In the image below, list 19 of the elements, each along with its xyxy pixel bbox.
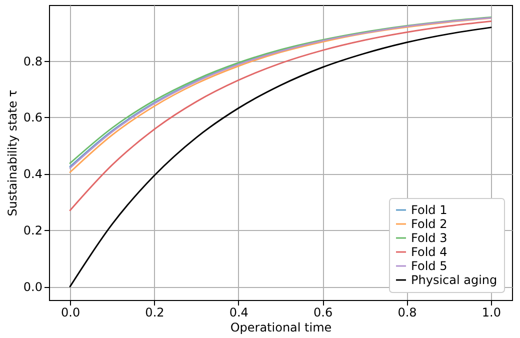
x-tick-label: 0.0	[61, 306, 80, 320]
y-tick-label: 0.8	[23, 54, 42, 68]
x-tick-label: 0.4	[229, 306, 248, 320]
x-axis-title: Operational time	[230, 320, 332, 334]
x-tick-label: 0.8	[398, 306, 417, 320]
y-tick-label: 0.4	[23, 167, 42, 182]
legend-label: Physical aging	[411, 273, 498, 287]
legend-label: Fold 1	[411, 203, 448, 217]
legend-label: Fold 5	[411, 259, 448, 273]
legend-label: Fold 3	[411, 231, 448, 245]
x-tick-label: 0.2	[145, 306, 164, 320]
legend-label: Fold 4	[411, 245, 448, 259]
y-tick-label: 0.2	[23, 224, 42, 238]
y-tick-label: 0.0	[23, 280, 42, 294]
x-tick-label: 0.6	[314, 306, 333, 320]
y-axis-title: Sustainability state τ	[5, 90, 20, 216]
legend-label: Fold 2	[411, 217, 448, 231]
x-tick-label: 1.0	[482, 306, 501, 320]
y-tick-label: 0.6	[23, 110, 42, 125]
